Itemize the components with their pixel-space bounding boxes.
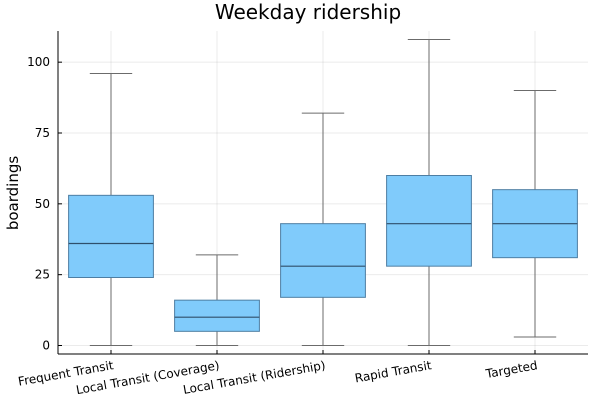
y-tick-label: 50	[35, 197, 50, 211]
x-tick-label: Targeted	[484, 358, 539, 381]
y-tick-label: 0	[42, 339, 50, 353]
box-group	[68, 73, 154, 346]
box-group	[174, 254, 260, 346]
x-tick-label: Rapid Transit	[354, 358, 433, 385]
box-group	[386, 39, 472, 346]
box-group	[492, 90, 578, 338]
iqr-box	[280, 223, 366, 298]
y-tick-label: 100	[27, 55, 50, 69]
iqr-box	[68, 194, 154, 278]
iqr-box	[174, 299, 260, 332]
chart-title: Weekday ridership	[215, 0, 401, 24]
y-tick-label: 75	[35, 126, 50, 140]
axes	[57, 31, 588, 355]
box-group	[280, 112, 366, 346]
y-axis-label: boardings	[4, 156, 22, 231]
iqr-box	[386, 175, 472, 267]
y-tick-label: 25	[35, 268, 50, 282]
boxes	[68, 39, 578, 346]
